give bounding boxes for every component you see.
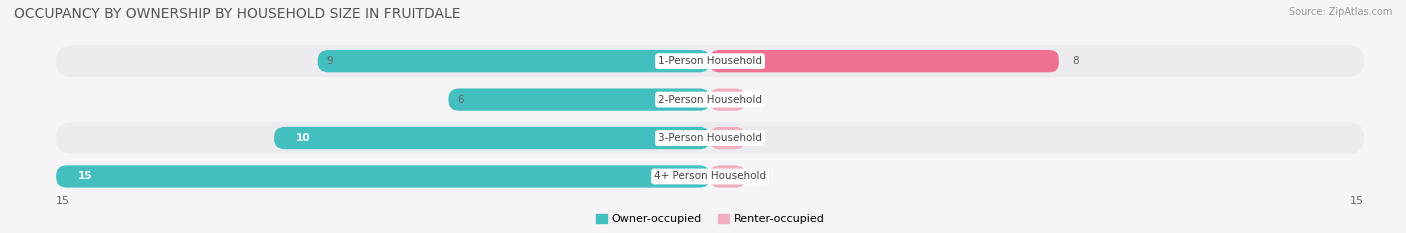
Text: 4+ Person Household: 4+ Person Household: [654, 171, 766, 182]
Text: 15: 15: [1350, 196, 1364, 206]
FancyBboxPatch shape: [56, 165, 710, 188]
Text: 10: 10: [295, 133, 311, 143]
FancyBboxPatch shape: [56, 45, 1364, 77]
FancyBboxPatch shape: [710, 50, 1059, 72]
Text: Source: ZipAtlas.com: Source: ZipAtlas.com: [1288, 7, 1392, 17]
Text: 15: 15: [79, 171, 93, 182]
FancyBboxPatch shape: [56, 84, 1364, 115]
Text: 0: 0: [758, 133, 765, 143]
Text: 6: 6: [457, 95, 464, 105]
Text: 9: 9: [326, 56, 333, 66]
FancyBboxPatch shape: [56, 122, 1364, 154]
Text: 15: 15: [56, 196, 70, 206]
Text: 1-Person Household: 1-Person Household: [658, 56, 762, 66]
Text: 0: 0: [758, 171, 765, 182]
FancyBboxPatch shape: [318, 50, 710, 72]
FancyBboxPatch shape: [710, 165, 745, 188]
Text: 2-Person Household: 2-Person Household: [658, 95, 762, 105]
Text: 3-Person Household: 3-Person Household: [658, 133, 762, 143]
FancyBboxPatch shape: [274, 127, 710, 149]
FancyBboxPatch shape: [449, 89, 710, 111]
Legend: Owner-occupied, Renter-occupied: Owner-occupied, Renter-occupied: [596, 214, 824, 224]
FancyBboxPatch shape: [56, 161, 1364, 192]
FancyBboxPatch shape: [710, 89, 745, 111]
Text: 8: 8: [1071, 56, 1078, 66]
FancyBboxPatch shape: [710, 127, 745, 149]
Text: 0: 0: [758, 95, 765, 105]
Text: OCCUPANCY BY OWNERSHIP BY HOUSEHOLD SIZE IN FRUITDALE: OCCUPANCY BY OWNERSHIP BY HOUSEHOLD SIZE…: [14, 7, 461, 21]
